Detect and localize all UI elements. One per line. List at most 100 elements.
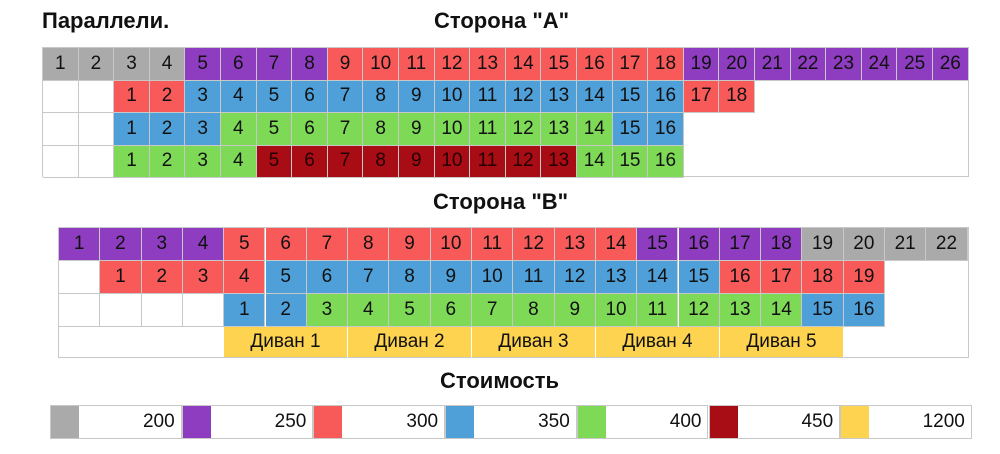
side_a-row-4-seat-14[interactable]: 14 — [577, 145, 613, 178]
side_b-row-2-seat-17[interactable]: 17 — [761, 261, 803, 294]
side_b-row-1-seat-15[interactable]: 15 — [637, 228, 679, 261]
side_b-row-3-seat-1[interactable]: 1 — [224, 294, 266, 327]
side_b-row-2-seat-6[interactable]: 6 — [306, 261, 349, 294]
side_a-row-2-seat-10[interactable]: 10 — [434, 80, 471, 113]
side_a-row-1-seat-16[interactable]: 16 — [577, 48, 613, 81]
side_a-row-3-seat-13[interactable]: 13 — [541, 113, 577, 146]
side_a-row-1-seat-7[interactable]: 7 — [256, 48, 293, 81]
side_b-row-2-seat-1[interactable]: 1 — [100, 261, 142, 294]
side_a-row-2-seat-15[interactable]: 15 — [612, 80, 649, 113]
side_b-row-2-seat-11[interactable]: 11 — [513, 261, 555, 294]
side_a-row-1-seat-3[interactable]: 3 — [114, 48, 150, 81]
side_a-row-2-seat-14[interactable]: 14 — [577, 80, 613, 113]
side_a-row-2-seat-3[interactable]: 3 — [185, 80, 221, 113]
side_b-row-2-seat-5[interactable]: 5 — [265, 261, 307, 294]
side_b-row-3-seat-9[interactable]: 9 — [554, 294, 596, 327]
side_a-row-4-seat-8[interactable]: 8 — [363, 145, 399, 178]
sofa-5[interactable]: Диван 5 — [720, 327, 844, 358]
side_b-row-3-seat-8[interactable]: 8 — [513, 294, 555, 327]
side_b-row-3-seat-3[interactable]: 3 — [306, 294, 349, 327]
side_b-row-1-seat-8[interactable]: 8 — [348, 228, 390, 261]
side_b-row-1-seat-12[interactable]: 12 — [513, 228, 555, 261]
sofa-4[interactable]: Диван 4 — [596, 327, 720, 358]
side_a-row-1-seat-15[interactable]: 15 — [541, 48, 577, 81]
side_a-row-1-seat-18[interactable]: 18 — [648, 48, 684, 81]
side_a-row-3-seat-4[interactable]: 4 — [221, 113, 257, 146]
side_b-row-2-seat-9[interactable]: 9 — [430, 261, 472, 294]
side_a-row-1-seat-20[interactable]: 20 — [719, 48, 755, 81]
side_b-row-2-seat-16[interactable]: 16 — [719, 261, 762, 294]
side_b-row-3-seat-5[interactable]: 5 — [389, 294, 431, 327]
side_a-row-4-seat-12[interactable]: 12 — [505, 145, 542, 178]
side_a-row-1-seat-14[interactable]: 14 — [505, 48, 542, 81]
side_b-row-3-seat-16[interactable]: 16 — [843, 294, 885, 327]
side_b-row-1-seat-6[interactable]: 6 — [265, 228, 307, 261]
side_a-row-2-seat-11[interactable]: 11 — [470, 80, 506, 113]
side_a-row-3-seat-9[interactable]: 9 — [399, 113, 435, 146]
side_a-row-3-seat-12[interactable]: 12 — [505, 113, 542, 146]
side_a-row-2-seat-1[interactable]: 1 — [114, 80, 150, 113]
side_a-row-2-seat-9[interactable]: 9 — [399, 80, 435, 113]
side_b-row-1-seat-7[interactable]: 7 — [306, 228, 349, 261]
side_a-row-1-seat-8[interactable]: 8 — [292, 48, 328, 81]
side_b-row-2-seat-8[interactable]: 8 — [389, 261, 431, 294]
side_a-row-3-seat-1[interactable]: 1 — [114, 113, 150, 146]
side_a-row-2-seat-8[interactable]: 8 — [363, 80, 399, 113]
side_a-row-4-seat-15[interactable]: 15 — [612, 145, 649, 178]
side_b-row-1-seat-11[interactable]: 11 — [472, 228, 514, 261]
side_a-row-2-seat-17[interactable]: 17 — [683, 80, 720, 113]
side_b-row-2-seat-19[interactable]: 19 — [843, 261, 885, 294]
side_b-row-1-seat-9[interactable]: 9 — [389, 228, 431, 261]
side_a-row-4-seat-5[interactable]: 5 — [256, 145, 293, 178]
side_a-row-3-seat-3[interactable]: 3 — [185, 113, 221, 146]
side_a-row-3-seat-11[interactable]: 11 — [470, 113, 506, 146]
side_b-row-3-seat-4[interactable]: 4 — [348, 294, 390, 327]
side_a-row-1-seat-26[interactable]: 26 — [933, 48, 969, 81]
side_b-row-2-seat-18[interactable]: 18 — [802, 261, 844, 294]
side_b-row-2-seat-7[interactable]: 7 — [348, 261, 390, 294]
side_b-row-3-seat-11[interactable]: 11 — [637, 294, 679, 327]
sofa-1[interactable]: Диван 1 — [224, 327, 348, 358]
side_a-row-3-seat-6[interactable]: 6 — [292, 113, 328, 146]
side_b-row-2-seat-14[interactable]: 14 — [637, 261, 679, 294]
side_a-row-3-seat-8[interactable]: 8 — [363, 113, 399, 146]
side_a-row-2-seat-7[interactable]: 7 — [327, 80, 364, 113]
side_a-row-3-seat-10[interactable]: 10 — [434, 113, 471, 146]
side_b-row-2-seat-12[interactable]: 12 — [554, 261, 596, 294]
side_a-row-4-seat-13[interactable]: 13 — [541, 145, 577, 178]
side_b-row-1-seat-20[interactable]: 20 — [843, 228, 885, 261]
side_a-row-4-seat-10[interactable]: 10 — [434, 145, 471, 178]
side_a-row-4-seat-4[interactable]: 4 — [221, 145, 257, 178]
side_a-row-1-seat-19[interactable]: 19 — [683, 48, 720, 81]
side_b-row-1-seat-22[interactable]: 22 — [926, 228, 968, 261]
side_a-row-1-seat-23[interactable]: 23 — [826, 48, 862, 81]
side_a-row-1-seat-22[interactable]: 22 — [790, 48, 827, 81]
side_b-row-1-seat-18[interactable]: 18 — [761, 228, 803, 261]
side_a-row-3-seat-16[interactable]: 16 — [648, 113, 684, 146]
side_a-row-1-seat-2[interactable]: 2 — [78, 48, 115, 81]
side_b-row-1-seat-17[interactable]: 17 — [719, 228, 762, 261]
side_a-row-2-seat-16[interactable]: 16 — [648, 80, 684, 113]
side_a-row-2-seat-12[interactable]: 12 — [505, 80, 542, 113]
side_b-row-3-seat-10[interactable]: 10 — [595, 294, 638, 327]
side_a-row-1-seat-1[interactable]: 1 — [43, 48, 79, 81]
side_b-row-1-seat-13[interactable]: 13 — [554, 228, 596, 261]
side_a-row-4-seat-16[interactable]: 16 — [648, 145, 684, 178]
side_b-row-2-seat-13[interactable]: 13 — [595, 261, 638, 294]
side_a-row-1-seat-25[interactable]: 25 — [897, 48, 933, 81]
side_a-row-4-seat-6[interactable]: 6 — [292, 145, 328, 178]
side_a-row-1-seat-9[interactable]: 9 — [327, 48, 364, 81]
sofa-3[interactable]: Диван 3 — [472, 327, 596, 358]
side_b-row-2-seat-4[interactable]: 4 — [224, 261, 266, 294]
side_a-row-2-seat-5[interactable]: 5 — [256, 80, 293, 113]
side_a-row-2-seat-6[interactable]: 6 — [292, 80, 328, 113]
side_b-row-1-seat-10[interactable]: 10 — [430, 228, 472, 261]
side_b-row-3-seat-15[interactable]: 15 — [802, 294, 844, 327]
side_a-row-4-seat-11[interactable]: 11 — [470, 145, 506, 178]
side_a-row-4-seat-9[interactable]: 9 — [399, 145, 435, 178]
side_a-row-1-seat-5[interactable]: 5 — [185, 48, 221, 81]
side_a-row-3-seat-2[interactable]: 2 — [149, 113, 186, 146]
side_a-row-4-seat-3[interactable]: 3 — [185, 145, 221, 178]
side_a-row-3-seat-5[interactable]: 5 — [256, 113, 293, 146]
side_a-row-1-seat-24[interactable]: 24 — [861, 48, 898, 81]
